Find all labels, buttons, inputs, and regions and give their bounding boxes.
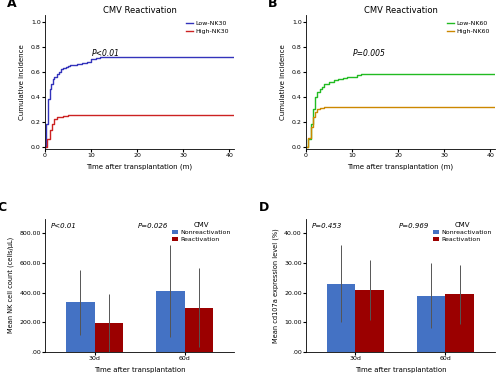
Bar [416, 296, 446, 352]
Text: C: C [0, 200, 7, 214]
Low-NK30 [44, 122, 50, 127]
High-NK60 [308, 124, 314, 129]
High-NK60 [322, 105, 328, 110]
High-NK30 [56, 114, 62, 119]
Low-NK30 [98, 54, 103, 59]
X-axis label: Time after transplantation: Time after transplantation [354, 367, 446, 373]
Low-NK60 [317, 87, 323, 91]
Low-NK30 [88, 57, 94, 62]
Text: P=0.969: P=0.969 [398, 223, 429, 229]
Low-NK30 [68, 63, 73, 68]
Low-NK60 [330, 77, 336, 82]
Low-NK30 [65, 64, 71, 68]
Line: High-NK60: High-NK60 [306, 107, 495, 147]
Low-NK60 [310, 107, 316, 111]
Low-NK60 [314, 89, 320, 94]
Title: CMV Reactivation: CMV Reactivation [102, 6, 176, 15]
Low-NK30 [58, 67, 64, 72]
Low-NK60 [358, 72, 364, 77]
Low-NK30 [42, 144, 48, 149]
Bar [66, 302, 94, 352]
Y-axis label: Mean NK cell count (cells/μL): Mean NK cell count (cells/μL) [8, 237, 14, 334]
Low-NK30 [56, 69, 62, 74]
Bar [326, 284, 356, 352]
Text: P=0.005: P=0.005 [353, 48, 386, 58]
Low-NK30 [74, 62, 80, 67]
Text: P<0.01: P<0.01 [92, 48, 120, 58]
High-NK30 [54, 115, 60, 120]
Legend: Low-NK30, High-NK30: Low-NK30, High-NK30 [183, 19, 231, 36]
High-NK60 [312, 109, 318, 114]
Low-NK30 [51, 74, 57, 79]
Low-NK60 [312, 94, 318, 99]
Low-NK30 [79, 61, 85, 65]
Low-NK30 [70, 62, 75, 67]
Text: P=0.453: P=0.453 [312, 223, 342, 229]
High-NK30 [65, 113, 71, 118]
Low-NK60 [303, 144, 309, 149]
Line: High-NK30: High-NK30 [45, 115, 234, 147]
Legend: Low-NK60, High-NK60: Low-NK60, High-NK60 [444, 19, 492, 36]
Low-NK60 [326, 79, 332, 84]
Bar [184, 308, 214, 352]
Bar [356, 290, 384, 352]
High-NK30 [51, 117, 57, 122]
Bar [156, 291, 184, 352]
High-NK30 [231, 113, 237, 118]
Low-NK30 [63, 64, 69, 69]
X-axis label: Time after transplantation (m): Time after transplantation (m) [348, 164, 454, 170]
Text: P=0.026: P=0.026 [138, 223, 168, 229]
Low-NK30 [46, 87, 52, 91]
Title: CMV Reactivation: CMV Reactivation [364, 6, 438, 15]
Low-NK60 [492, 72, 498, 77]
High-NK60 [317, 106, 323, 110]
High-NK30 [42, 144, 48, 149]
Low-NK30 [84, 59, 89, 64]
High-NK30 [46, 128, 52, 133]
Low-NK30 [60, 66, 66, 70]
Low-NK60 [344, 75, 350, 80]
Bar [446, 294, 474, 352]
Text: D: D [258, 200, 269, 214]
Y-axis label: Cumulative incidence: Cumulative incidence [280, 45, 286, 120]
Low-NK60 [335, 76, 341, 81]
X-axis label: Time after transplantation (m): Time after transplantation (m) [86, 164, 192, 170]
Low-NK30 [54, 72, 60, 77]
Text: A: A [7, 0, 17, 10]
Legend: Nonreactivation, Reactivation: Nonreactivation, Reactivation [170, 219, 234, 245]
Text: P<0.01: P<0.01 [50, 223, 76, 229]
High-NK60 [305, 135, 311, 140]
Line: Low-NK60: Low-NK60 [306, 74, 495, 147]
Low-NK30 [231, 54, 237, 59]
High-NK60 [326, 104, 332, 109]
Low-NK60 [319, 84, 325, 89]
Low-NK30 [50, 77, 56, 82]
Y-axis label: Cumulative incidence: Cumulative incidence [20, 45, 26, 120]
Low-NK60 [354, 73, 360, 78]
High-NK60 [303, 144, 309, 149]
Text: B: B [268, 0, 278, 10]
X-axis label: Time after transplantation: Time after transplantation [94, 367, 186, 373]
High-NK60 [310, 114, 316, 119]
Legend: Nonreactivation, Reactivation: Nonreactivation, Reactivation [430, 219, 494, 245]
Low-NK30 [45, 97, 51, 101]
Low-NK60 [308, 122, 314, 127]
Bar [94, 323, 124, 352]
High-NK30 [60, 114, 66, 118]
High-NK60 [314, 107, 320, 111]
Y-axis label: Mean cd107a expression level (%): Mean cd107a expression level (%) [272, 228, 278, 343]
High-NK30 [49, 122, 55, 127]
Low-NK60 [305, 137, 311, 141]
Low-NK30 [92, 56, 98, 60]
Low-NK60 [349, 74, 355, 79]
High-NK30 [44, 137, 51, 141]
Low-NK60 [340, 75, 346, 80]
Low-NK60 [322, 82, 328, 86]
High-NK60 [492, 104, 498, 109]
Line: Low-NK30: Low-NK30 [45, 57, 234, 147]
Low-NK30 [48, 82, 54, 86]
